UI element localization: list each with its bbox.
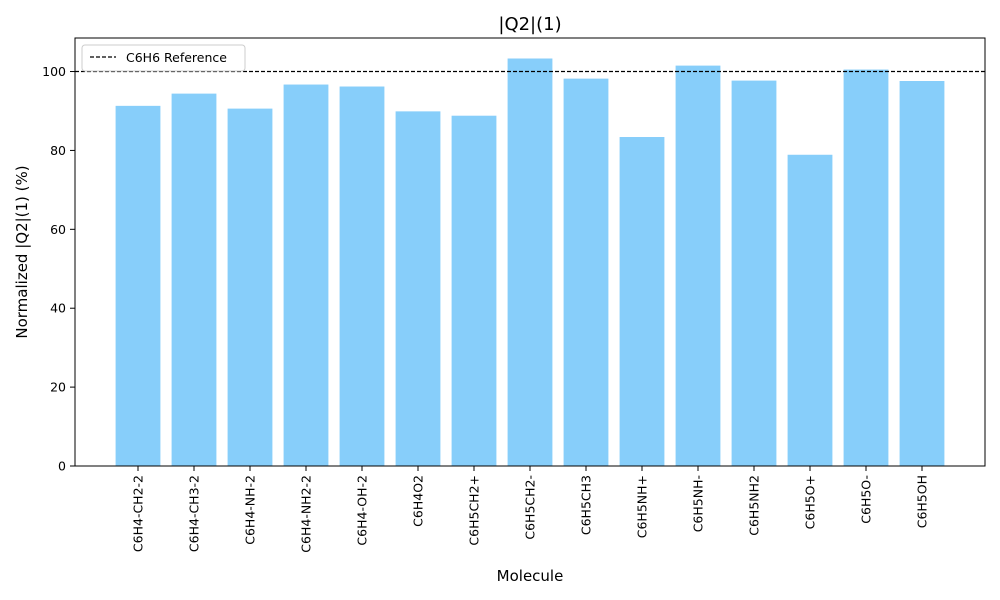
x-tick-label: C6H4O2 (411, 475, 426, 527)
x-tick-label: C6H5OH (915, 475, 930, 528)
bar-c6h5o- (787, 154, 833, 466)
y-tick-label: 0 (58, 459, 66, 474)
x-tick-label: C6H4-OH-2 (355, 475, 370, 546)
bar-c6h5nh2 (731, 80, 777, 466)
x-tick-label: C6H4-NH2-2 (299, 475, 314, 553)
bar-c6h4-ch3-2 (171, 93, 217, 467)
x-tick-label: C6H4-CH3-2 (187, 475, 202, 552)
plot-frame (74, 37, 986, 467)
chart-title: |Q2|(1) (498, 14, 561, 35)
y-tick-label: 20 (50, 380, 66, 395)
bar-c6h4-nh2-2 (283, 84, 329, 467)
bars-group (115, 58, 945, 467)
x-tick-label: C6H5CH2+ (467, 475, 482, 546)
x-axis-title: Molecule (497, 567, 564, 585)
legend-label: C6H6 Reference (126, 50, 227, 65)
x-axis: C6H4-CH2-2 C6H4-CH3-2 C6H4-NH-2 C6H4-NH2-2 C… (131, 466, 930, 553)
y-tick-label: 100 (42, 64, 66, 79)
legend: C6H6 Reference (81, 44, 246, 72)
bar-c6h5nh- (675, 65, 721, 467)
x-tick-label: C6H5O- (859, 475, 874, 524)
bar-c6h4-nh-2 (227, 108, 273, 467)
x-tick-label: C6H5NH2 (747, 475, 762, 536)
x-tick-label: C6H5CH3 (579, 475, 594, 535)
x-tick-label: C6H4-CH2-2 (131, 475, 146, 552)
bar-c6h5ch3 (563, 78, 609, 466)
x-tick-label: C6H5NH- (691, 475, 706, 532)
bar-c6h5ch2- (451, 115, 497, 467)
bar-c6h5oh (899, 81, 945, 466)
y-axis-title: Normalized |Q2|(1) (%) (13, 165, 31, 338)
x-tick-label: C6H5O+ (803, 475, 818, 529)
bar-c6h5ch2- (507, 58, 553, 466)
bar-c6h5o- (843, 69, 889, 466)
x-tick-label: C6H5CH2- (523, 475, 538, 540)
bar-c6h4-oh-2 (339, 86, 385, 467)
bar-c6h5nh- (619, 137, 665, 466)
y-tick-label: 80 (50, 143, 66, 158)
bar-c6h4o2 (395, 111, 441, 467)
y-axis: 0 20 40 60 80 100 (42, 64, 75, 474)
x-tick-label: C6H4-NH-2 (243, 475, 258, 545)
y-tick-label: 40 (50, 301, 66, 316)
y-tick-label: 60 (50, 222, 66, 237)
legend-box (81, 44, 246, 72)
x-tick-label: C6H5NH+ (635, 475, 650, 538)
bar-c6h4-ch2-2 (115, 105, 161, 466)
